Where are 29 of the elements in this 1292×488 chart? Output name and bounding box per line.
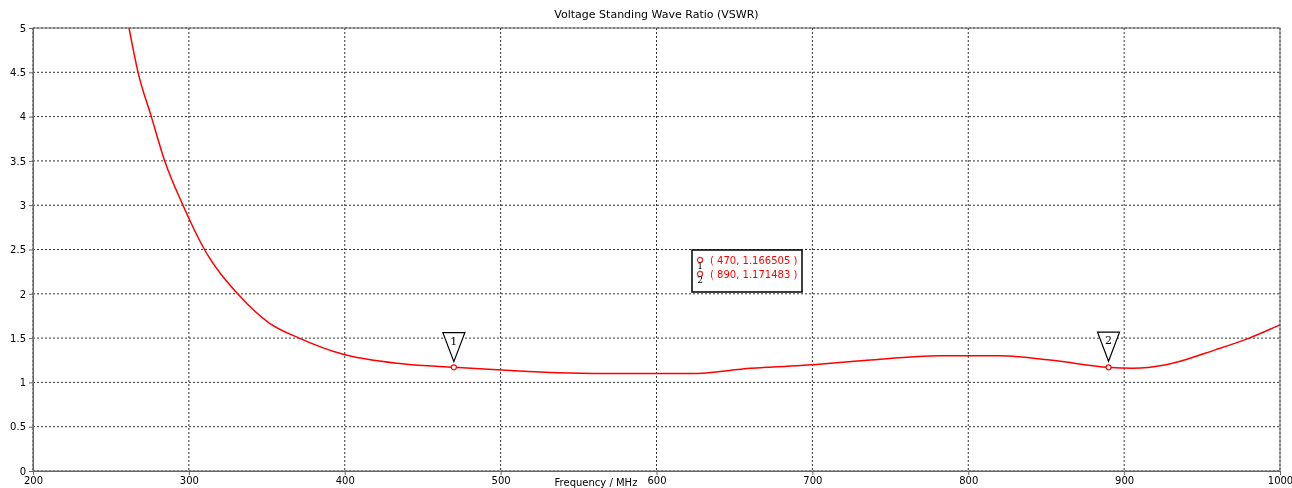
line-series	[128, 27, 1281, 375]
x-tick-label: 200	[23, 475, 44, 487]
annotation: 2	[1105, 334, 1113, 348]
x-tick-label: 300	[179, 475, 199, 487]
chart-title: Voltage Standing Wave Ratio (VSWR)	[554, 8, 759, 21]
annotation: 1	[450, 334, 458, 348]
x-tick-label: 600	[647, 475, 667, 487]
y-tick-label: 2.5	[10, 244, 26, 256]
x-tick-label: 800	[959, 475, 979, 487]
y-tick-label: 0.5	[10, 421, 26, 433]
y-tick-label: 4.5	[10, 67, 26, 78]
x-tick-label: 700	[803, 475, 823, 487]
x-tick-label: 1000	[1267, 475, 1292, 487]
y-tick-label: 0	[19, 465, 26, 477]
y-tick-label: 1	[19, 377, 26, 389]
text: 1	[697, 261, 703, 271]
x-tick-label: 500	[491, 475, 511, 487]
y-tick-label: 3	[19, 199, 26, 211]
y-tick-label: 1.5	[10, 332, 26, 344]
x-tick-label: 400	[335, 475, 355, 487]
y-tick-label: 5	[19, 22, 26, 34]
x-tick-label: 900	[1115, 475, 1135, 487]
annotation: ( 470, 1.166505 )	[710, 255, 798, 266]
annotation: ( 890, 1.171483 )	[710, 269, 798, 280]
text: 2	[697, 275, 703, 285]
y-tick-label: 2	[19, 288, 26, 300]
x-axis-title: Frequency / MHz	[554, 477, 638, 488]
y-tick-label: 4	[19, 111, 26, 123]
y-tick-label: 3.5	[10, 155, 26, 167]
